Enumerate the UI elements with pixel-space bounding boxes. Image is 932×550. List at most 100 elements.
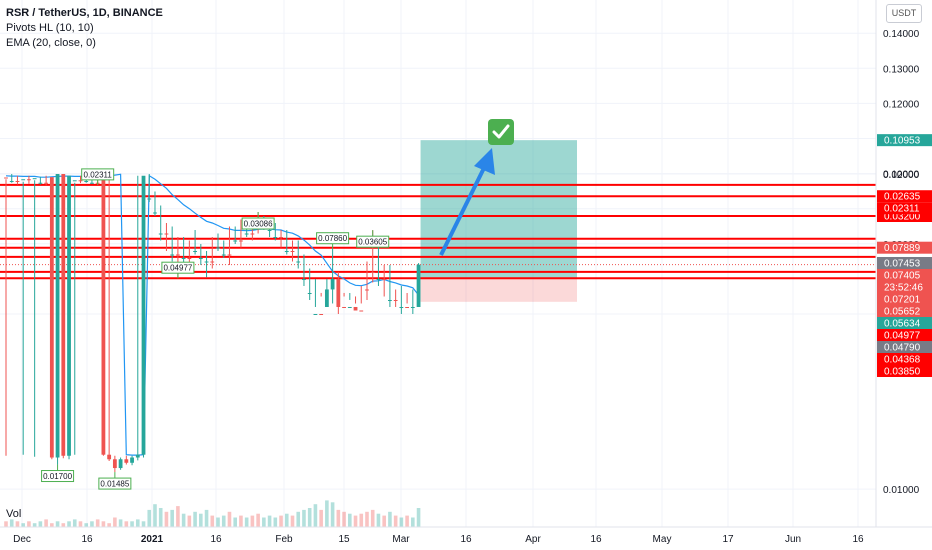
candle-body bbox=[279, 237, 283, 238]
target-arrow bbox=[439, 148, 495, 256]
candle-body bbox=[84, 181, 89, 182]
candle bbox=[359, 286, 364, 312]
candle-body bbox=[101, 179, 106, 455]
candle-body bbox=[38, 182, 43, 184]
price-tag-text: 0.07453 bbox=[884, 258, 921, 269]
time-tick: May bbox=[653, 534, 672, 545]
volume-bar bbox=[342, 511, 346, 527]
volume-bar bbox=[221, 515, 226, 527]
volume-bar bbox=[95, 519, 100, 527]
volume-bar bbox=[250, 515, 255, 527]
volume-bar bbox=[216, 517, 220, 527]
candle bbox=[67, 175, 71, 460]
volume-bar bbox=[9, 519, 14, 527]
candle bbox=[130, 455, 134, 466]
volume-bar bbox=[359, 513, 364, 527]
candle-body bbox=[221, 254, 226, 256]
candle-body bbox=[170, 254, 175, 256]
candle-body bbox=[187, 258, 192, 259]
candle bbox=[313, 279, 318, 315]
candle-body bbox=[15, 181, 20, 182]
candle bbox=[296, 240, 301, 269]
volume-bar bbox=[158, 508, 163, 527]
candle bbox=[410, 289, 415, 314]
price-tag: 0.07405 bbox=[877, 268, 932, 281]
volume-bar bbox=[113, 517, 117, 527]
volume-bar bbox=[21, 523, 25, 527]
volume-bar bbox=[107, 523, 111, 527]
candle bbox=[330, 248, 335, 304]
price-tag: 0.04368 bbox=[877, 352, 932, 365]
pivot-text: 0.01700 bbox=[43, 472, 72, 481]
pivot-label: 0.03605 bbox=[356, 230, 390, 248]
pivot-labels: 0.07860 0.04977 0.02311 0.01700 0.01485 0.030… bbox=[41, 168, 390, 490]
candle bbox=[141, 175, 146, 458]
candle-body bbox=[198, 258, 203, 259]
candle bbox=[284, 230, 289, 255]
price-tag-bg bbox=[877, 292, 932, 305]
candle bbox=[55, 174, 60, 465]
volume-bar bbox=[382, 515, 386, 527]
candle bbox=[307, 268, 312, 300]
candle bbox=[61, 174, 66, 459]
candle-body bbox=[336, 278, 341, 307]
candle bbox=[193, 230, 197, 255]
candle bbox=[239, 219, 243, 248]
volume-bar bbox=[388, 511, 392, 527]
pivot-label: 0.01700 bbox=[41, 464, 75, 483]
candle bbox=[342, 292, 346, 308]
volume-bar bbox=[38, 521, 43, 527]
time-tick: 16 bbox=[852, 534, 864, 545]
volume-bar bbox=[296, 511, 301, 527]
candle bbox=[279, 230, 283, 248]
candle-body bbox=[130, 457, 134, 463]
volume-bar bbox=[411, 517, 415, 527]
candle-body bbox=[388, 300, 392, 301]
time-tick: 16 bbox=[590, 534, 602, 545]
volume-bar bbox=[135, 519, 140, 527]
price-tag-text: 23:52:46 bbox=[884, 282, 923, 293]
candle bbox=[78, 175, 83, 184]
volume-bar bbox=[90, 521, 94, 527]
volume-bar bbox=[273, 517, 278, 527]
volume-bar bbox=[319, 509, 323, 527]
pivot-label: 0.04977 bbox=[161, 261, 195, 279]
volume-bar bbox=[393, 515, 398, 527]
candle-body bbox=[193, 251, 197, 252]
volume-bar bbox=[302, 509, 306, 527]
candle bbox=[221, 240, 226, 258]
candle-body bbox=[250, 233, 255, 235]
price-tick: 0.13000 bbox=[883, 64, 920, 75]
price-tick: 0.02000 bbox=[883, 170, 920, 181]
price-tag-text: 0.07889 bbox=[884, 243, 921, 254]
candle bbox=[210, 237, 215, 269]
candle-body bbox=[239, 240, 243, 242]
candle bbox=[153, 191, 157, 216]
price-tag-text: 0.05652 bbox=[884, 306, 921, 317]
candle-body bbox=[342, 306, 346, 308]
time-tick: Feb bbox=[275, 534, 293, 545]
candle-body bbox=[347, 306, 352, 308]
volume-label: Vol bbox=[6, 508, 22, 520]
price-tag-text: 0.02311 bbox=[884, 204, 920, 215]
volume-bar bbox=[290, 515, 295, 527]
indicator-ema[interactable]: EMA (20, close, 0) bbox=[6, 37, 96, 49]
pivot-box bbox=[81, 168, 115, 181]
volume-bar bbox=[239, 515, 243, 527]
candle-body bbox=[112, 459, 117, 469]
indicator-pivots[interactable]: Pivots HL (10, 10) bbox=[6, 22, 94, 34]
candle-body bbox=[4, 177, 8, 179]
volume-bar bbox=[399, 517, 404, 527]
price-tag-bg bbox=[877, 304, 932, 317]
candle bbox=[273, 223, 278, 241]
candle-body bbox=[67, 175, 71, 456]
time-tick: 16 bbox=[460, 534, 472, 545]
price-tag: 0.02311 bbox=[877, 202, 932, 215]
candle bbox=[170, 226, 175, 262]
candle bbox=[107, 175, 112, 462]
volume-bar bbox=[44, 519, 48, 527]
candle bbox=[181, 237, 186, 265]
currency-button[interactable]: USDT bbox=[886, 4, 922, 23]
arrow-shaft bbox=[439, 167, 486, 256]
